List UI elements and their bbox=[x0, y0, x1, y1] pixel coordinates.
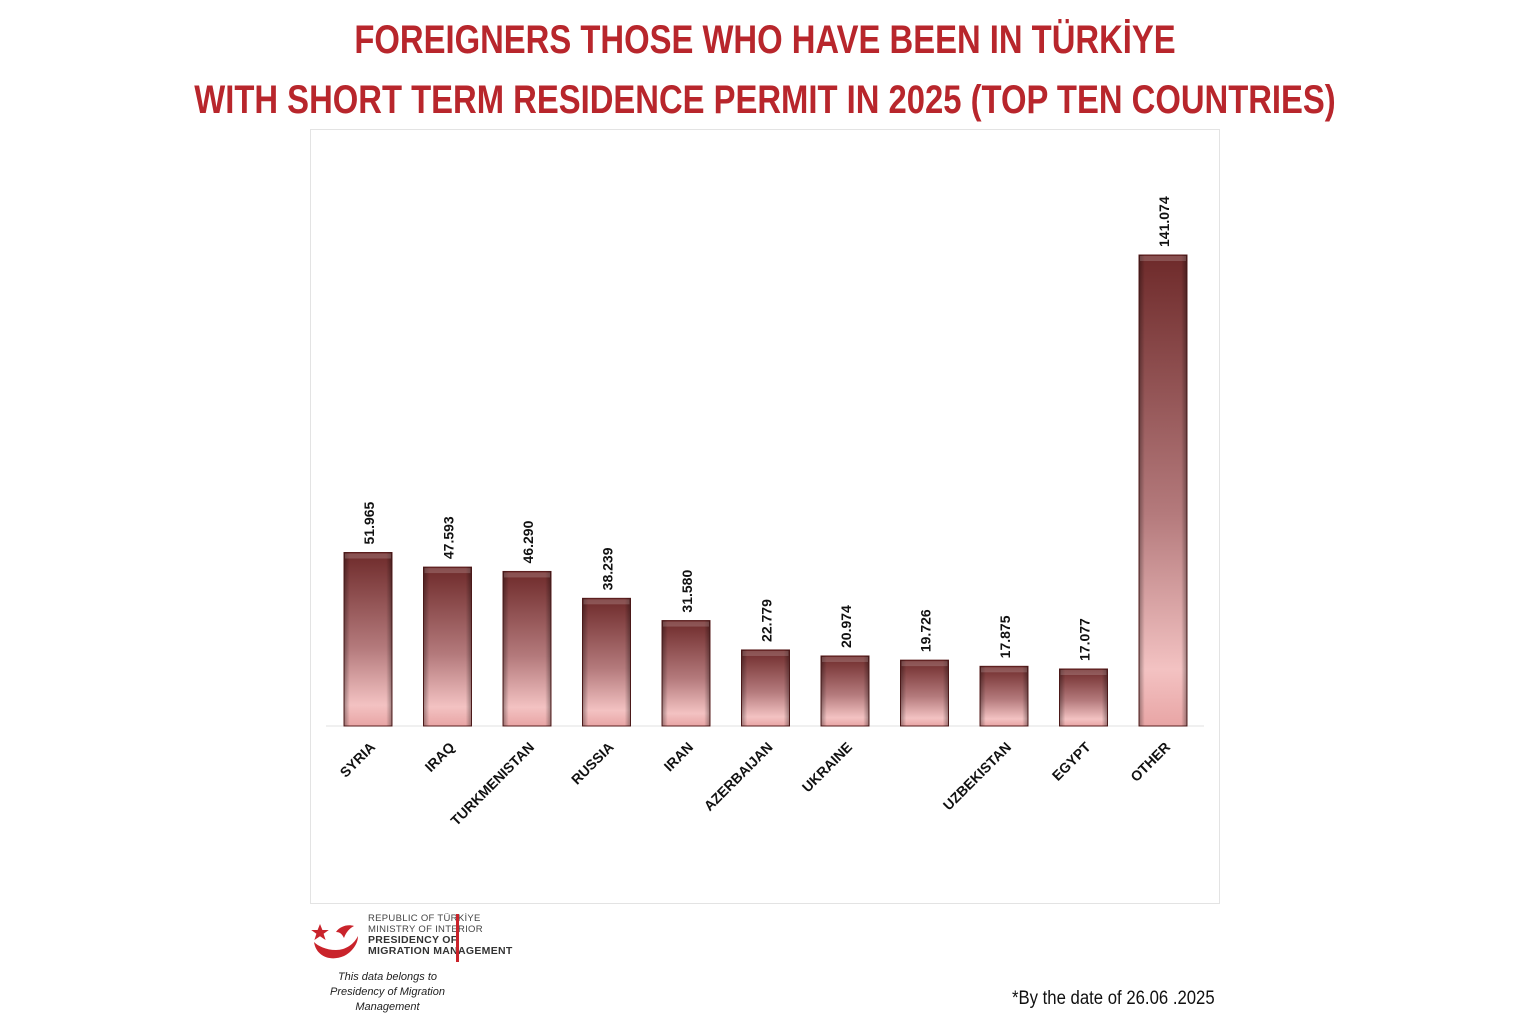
logo-line-4: MIGRATION MANAGEMENT bbox=[368, 944, 513, 957]
bar-shading bbox=[821, 655, 869, 726]
bar-shading bbox=[503, 571, 551, 726]
bar-shading bbox=[900, 660, 949, 726]
category-label: IRAQ bbox=[422, 739, 458, 775]
bar-shading bbox=[423, 567, 472, 726]
category-label: AZERBAIJAN bbox=[701, 739, 776, 814]
category-label: UKRAINE bbox=[799, 739, 855, 795]
category-label: RUSSIA bbox=[568, 739, 617, 788]
data-label: 141.074 bbox=[1156, 196, 1172, 247]
star-icon bbox=[311, 924, 329, 940]
bird-icon bbox=[336, 925, 354, 938]
bar-highlight bbox=[981, 667, 1027, 673]
bar-shading bbox=[741, 649, 790, 726]
bar-highlight bbox=[822, 656, 868, 662]
logo-text: REPUBLIC OF TÜRKİYE MINISTRY OF INTERIOR… bbox=[368, 913, 513, 957]
data-label: 22.779 bbox=[759, 599, 775, 642]
logo-line-1: REPUBLIC OF TÜRKİYE bbox=[368, 913, 481, 924]
data-label: 19.726 bbox=[918, 609, 934, 652]
bar-highlight bbox=[742, 650, 789, 656]
category-label: OTHER bbox=[1127, 739, 1173, 785]
bar-highlight bbox=[583, 599, 630, 605]
bar-highlight bbox=[424, 568, 471, 574]
date-note: *By the date of 26.06 .2025 bbox=[1012, 988, 1215, 1009]
data-label: 17.875 bbox=[997, 615, 1013, 658]
bar-highlight bbox=[345, 553, 391, 559]
presidency-logo bbox=[311, 924, 358, 959]
data-label: 38.239 bbox=[600, 547, 616, 590]
category-label: UZBEKISTAN bbox=[940, 739, 1014, 813]
data-label: 31.580 bbox=[679, 570, 695, 613]
data-label: 51.965 bbox=[361, 501, 377, 544]
credit-line-1: This data belongs to bbox=[337, 971, 438, 983]
category-label: EGYPT bbox=[1049, 739, 1094, 784]
bar-shading bbox=[344, 552, 392, 726]
bar-highlight bbox=[901, 661, 948, 667]
bar-shading bbox=[980, 666, 1028, 726]
bar-highlight bbox=[504, 572, 550, 578]
data-credit: This data belongs to Presidency of Migra… bbox=[300, 970, 475, 1015]
credit-line-2: Presidency of Migration Management bbox=[330, 986, 445, 1013]
data-label: 17.077 bbox=[1077, 618, 1093, 661]
bar-highlight bbox=[1140, 256, 1186, 261]
data-label: 46.290 bbox=[520, 520, 536, 563]
logo-line-2: MINISTRY OF INTERIOR bbox=[368, 923, 483, 935]
category-label: SYRIA bbox=[337, 739, 379, 781]
bar-shading bbox=[582, 598, 631, 726]
bar-shading bbox=[1059, 668, 1108, 726]
logo-line-3: PRESIDENCY OF bbox=[368, 934, 458, 946]
crescent-icon bbox=[314, 936, 358, 959]
data-label: 20.974 bbox=[838, 605, 854, 648]
chart-title-line-2: WITH SHORT TERM RESIDENCE PERMIT IN 2025… bbox=[194, 78, 1336, 122]
bar-shading bbox=[662, 620, 710, 726]
logo-divider bbox=[456, 914, 459, 962]
bar-highlight bbox=[663, 621, 709, 627]
bar-shading bbox=[1139, 255, 1187, 726]
category-label: IRAN bbox=[661, 739, 697, 775]
bar-highlight bbox=[1060, 669, 1107, 675]
chart-frame bbox=[310, 129, 1220, 904]
chart-title-line-1: FOREIGNERS THOSE WHO HAVE BEEN IN TÜRKİY… bbox=[354, 18, 1176, 62]
data-label: 47.593 bbox=[441, 516, 457, 559]
category-label: TURKMENISTAN bbox=[447, 739, 537, 829]
